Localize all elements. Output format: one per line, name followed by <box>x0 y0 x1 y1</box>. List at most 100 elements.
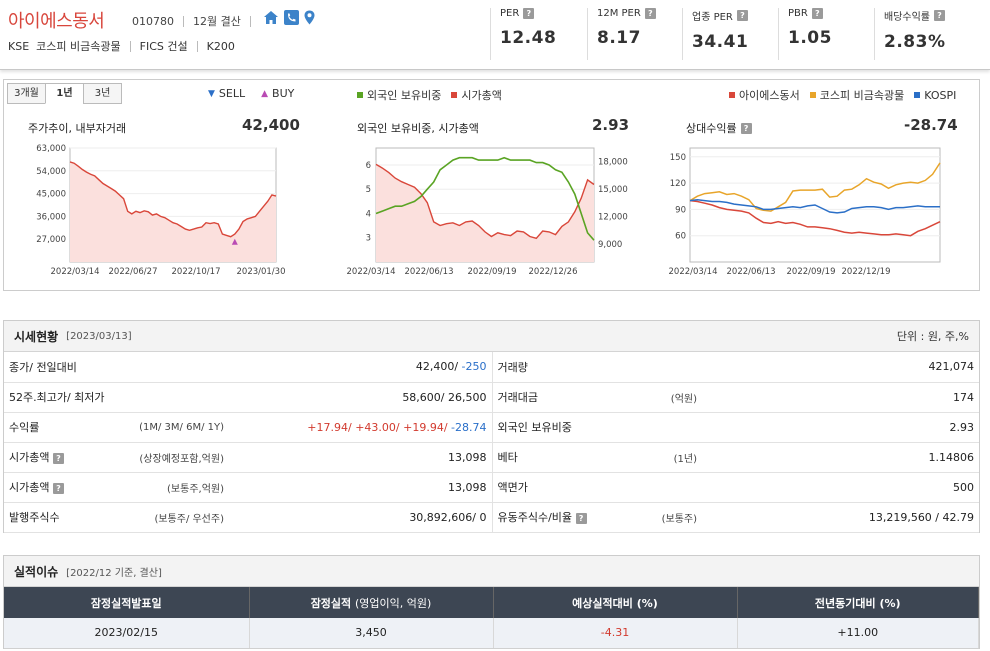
help-icon[interactable]: ? <box>644 8 656 19</box>
sell-marker-icon: ▼ <box>208 88 215 99</box>
legend-swatch <box>451 92 458 98</box>
row-key: 거래대금 <box>492 382 597 413</box>
row-value: 13,098 <box>229 472 493 503</box>
legend-swatch <box>809 92 816 98</box>
row-key: 베타 <box>492 442 597 473</box>
cap-area <box>376 164 594 262</box>
divider <box>129 40 131 52</box>
section-date: [2023/03/13] <box>66 330 132 342</box>
y-tick-label: 63,000 <box>36 144 66 154</box>
performance-table: 잠정실적발표일 잠정실적 (영업이익, 억원) 예상실적대비 (%) 전년동기대… <box>4 587 979 649</box>
help-icon[interactable]: ? <box>575 513 587 524</box>
y-tick-label: 90 <box>675 205 686 215</box>
foreign-cap-chart[interactable]: 6 5 4 3 18,000 15,000 12,000 9,000 2022/03/14 202… <box>332 140 652 290</box>
help-icon[interactable]: ? <box>736 10 748 21</box>
metric-label: 12M PER <box>597 8 641 19</box>
metric-label: PBR <box>788 8 808 19</box>
legend-label: 아이에스동서 <box>739 89 800 102</box>
legend-swatch <box>729 92 735 98</box>
help-icon[interactable]: ? <box>52 483 64 494</box>
buy-marker-icon: ▲ <box>261 88 269 99</box>
legend-label: BUY <box>272 87 295 100</box>
header-icons <box>263 10 315 25</box>
row-value: 2.93 <box>702 412 979 443</box>
period-tabs: 3개월 1년 3년 <box>7 83 122 104</box>
chart3-title: 상대수익률 <box>686 122 737 135</box>
sector-name[interactable]: 코스피 비금속광물 <box>36 40 121 53</box>
metric-label: PER <box>500 8 520 19</box>
col-header-sub: (영업이익, 억원) <box>355 596 432 610</box>
fics-name[interactable]: FICS 건설 <box>139 40 188 53</box>
metric-sector-per: 업종 PER? 34.41 <box>682 8 779 60</box>
row-value: +17.94/ +43.00/ +19.94/ -28.74 <box>229 412 493 443</box>
tab-3y[interactable]: 3년 <box>83 83 122 104</box>
chart2-value: 2.93 <box>592 116 630 134</box>
row-value: 58,600/ 26,500 <box>229 382 493 413</box>
y-tick-label: 120 <box>670 179 686 189</box>
col-header: 예상실적대비 (%) <box>493 587 738 618</box>
row-value: 30,892,606/ 0 <box>229 502 493 533</box>
index-name: K200 <box>206 39 235 53</box>
metric-value: 1.05 <box>788 28 832 48</box>
metric-value: 34.41 <box>692 32 749 52</box>
help-icon[interactable]: ? <box>811 8 823 19</box>
metric-per: PER? 12.48 <box>490 8 587 60</box>
metric-value: 8.17 <box>597 28 641 48</box>
row-value: 500 <box>702 472 979 503</box>
y-tick-label: 3 <box>366 234 371 244</box>
legend-swatch <box>357 92 363 98</box>
issue-line <box>689 199 941 237</box>
cell-yoy: +11.00 <box>737 618 979 649</box>
price-chart[interactable]: 63,000 54,000 45,000 36,000 27,000 2022/03/14… <box>4 140 314 290</box>
metric-label: 업종 PER <box>692 12 733 23</box>
plot-frame <box>689 147 941 263</box>
table-header-row: 잠정실적발표일 잠정실적 (영업이익, 억원) 예상실적대비 (%) 전년동기대… <box>4 587 979 618</box>
table-row: 52주.최고가/ 최저가 58,600/ 26,500 거래대금 (억원) 174 <box>4 382 979 413</box>
row-key-sub: (1년) <box>597 442 702 473</box>
divider <box>249 15 251 27</box>
col-header: 잠정실적 (영업이익, 억원) <box>249 587 494 618</box>
row-key-sub: (보통주) <box>597 502 702 533</box>
y-tick-label: 4 <box>366 209 371 219</box>
relative-return-chart[interactable]: 150 120 90 60 2022/03/14 2022/06/13 2022/09/19… <box>662 140 977 290</box>
help-icon[interactable]: ? <box>52 453 64 464</box>
price-area <box>70 161 276 262</box>
row-key: 거래량 <box>492 352 597 383</box>
header-meta: 010780 12월 결산 <box>132 13 260 29</box>
phone-icon[interactable] <box>284 10 299 25</box>
company-name[interactable]: 아이에스동서 <box>8 11 105 32</box>
row-key: 종가/ 전일대비 <box>4 352 119 383</box>
metric-label: 배당수익률 <box>884 12 930 23</box>
y2-tick-label: 12,000 <box>598 212 628 222</box>
legend-foreign: 외국인 보유비중 시가총액 <box>357 87 502 103</box>
tab-1y[interactable]: 1년 <box>45 83 84 104</box>
cell-prelim: 3,450 <box>249 618 494 649</box>
stock-code: 010780 <box>132 14 174 28</box>
home-icon[interactable] <box>263 10 279 25</box>
cell-vs-estimate: -4.31 <box>493 618 738 649</box>
row-key-sub: (1M/ 3M/ 6M/ 1Y) <box>119 412 229 443</box>
y-tick-label: 6 <box>366 161 371 171</box>
help-icon[interactable]: ? <box>934 10 945 21</box>
x-tick-label: 2022/06/13 <box>727 267 776 277</box>
fiscal-period: 12월 결산 <box>193 15 241 28</box>
row-key-sub: (상장예정포함,억원) <box>119 442 229 473</box>
market-name: KSE <box>8 39 30 53</box>
table-row: 시가총액 ? (보통주,억원) 13,098 액면가 500 <box>4 472 979 503</box>
row-value: 13,098 <box>229 442 493 473</box>
row-key-sub <box>597 472 702 503</box>
help-icon[interactable]: ? <box>523 8 535 19</box>
y-tick-label: 150 <box>670 153 686 163</box>
help-icon[interactable]: ? <box>740 122 752 134</box>
x-tick-label: 2022/09/19 <box>468 267 517 277</box>
row-value: 13,219,560 / 42.79 <box>702 502 979 533</box>
legend-label: SELL <box>218 87 246 100</box>
tab-3m[interactable]: 3개월 <box>7 83 46 104</box>
location-icon[interactable] <box>304 10 315 25</box>
row-key-sub <box>119 382 229 413</box>
row-key-sub: (보통주/ 우선주) <box>119 502 229 533</box>
row-key: 유동주식수/비율 ? <box>492 502 597 533</box>
chart1-value: 42,400 <box>242 116 300 134</box>
divider <box>196 40 198 52</box>
cell-date: 2023/02/15 <box>4 618 250 649</box>
